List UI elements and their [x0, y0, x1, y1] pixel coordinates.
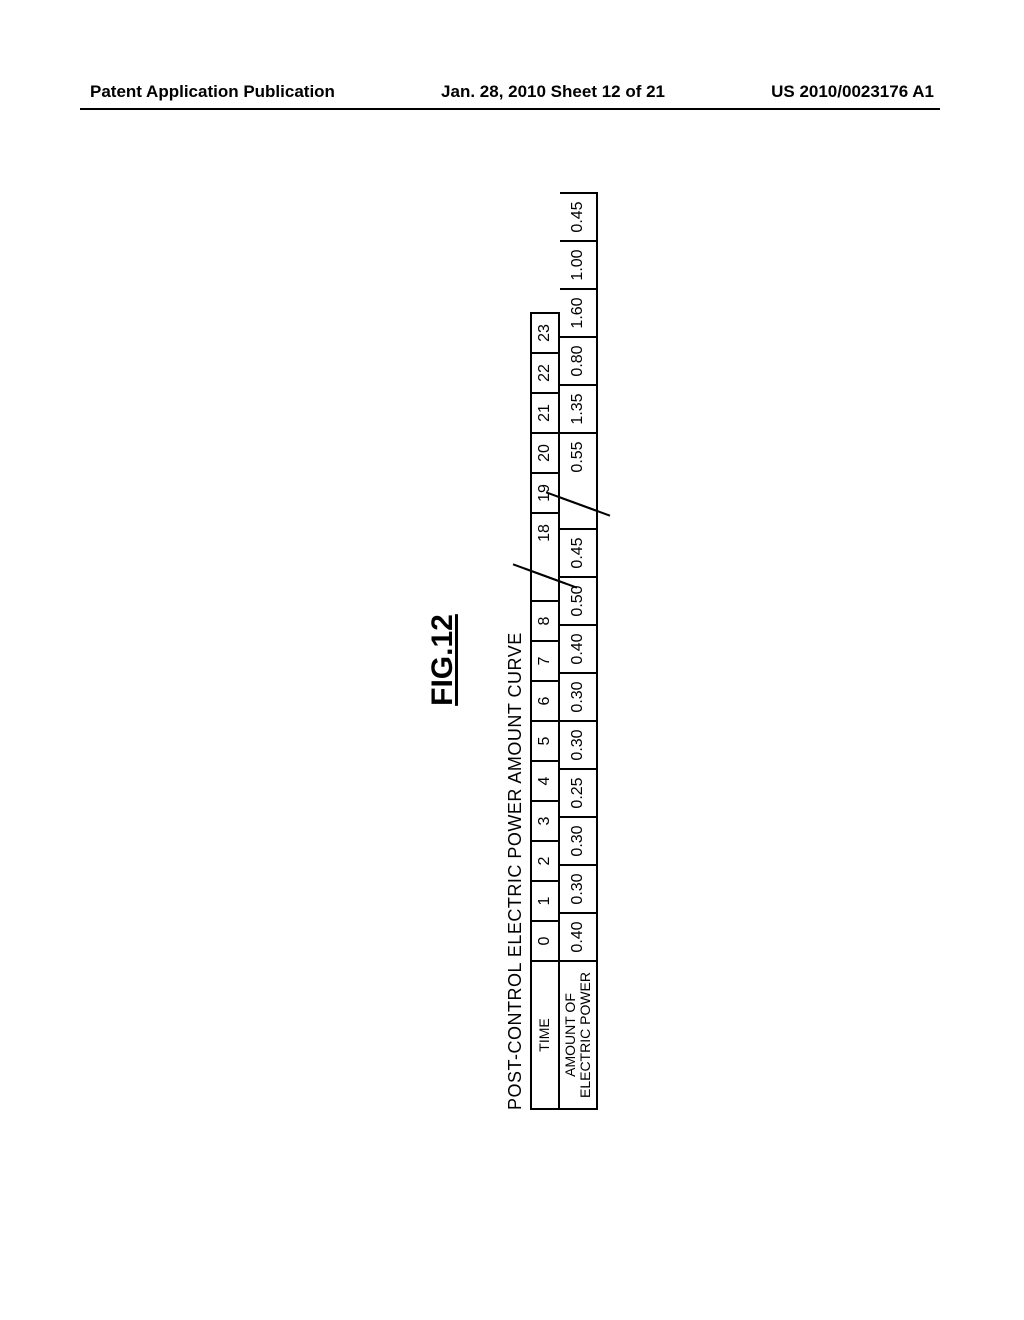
- time-cell: 22: [530, 352, 560, 392]
- time-cell: 20: [530, 432, 560, 472]
- page-header: Patent Application Publication Jan. 28, …: [0, 82, 1024, 102]
- time-cell: 23: [530, 312, 560, 352]
- power-cell: 0.45: [560, 192, 598, 240]
- power-row: AMOUNT OF ELECTRIC POWER 0.40 0.30 0.30 …: [560, 192, 598, 1110]
- power-cell: 0.45: [560, 528, 598, 576]
- figure-content: FIG.12 POST-CONTROL ELECTRIC POWER AMOUN…: [426, 210, 598, 1110]
- header-rule: [80, 108, 940, 110]
- time-cell: 21: [530, 392, 560, 432]
- gap-cell: [560, 480, 598, 528]
- power-cell: 1.35: [560, 384, 598, 432]
- power-cell: 0.30: [560, 720, 598, 768]
- table-title: POST-CONTROL ELECTRIC POWER AMOUNT CURVE: [505, 192, 526, 1110]
- power-table: POST-CONTROL ELECTRIC POWER AMOUNT CURVE…: [505, 192, 598, 1110]
- header-right: US 2010/0023176 A1: [771, 82, 934, 102]
- header-left: Patent Application Publication: [90, 82, 335, 102]
- power-label-line2: ELECTRIC POWER: [578, 972, 593, 1098]
- power-label-line1: AMOUNT OF: [563, 993, 578, 1077]
- time-cell: 0: [530, 920, 560, 960]
- table-body: TIME 0 1 2 3 4 5 6 7 8 18 19 20 21 22: [530, 192, 598, 1110]
- time-cell: 3: [530, 800, 560, 840]
- header-center: Jan. 28, 2010 Sheet 12 of 21: [441, 82, 665, 102]
- power-cell: 1.60: [560, 288, 598, 336]
- power-row-label: AMOUNT OF ELECTRIC POWER: [560, 960, 598, 1110]
- power-cell: 0.30: [560, 864, 598, 912]
- power-cell: 0.40: [560, 624, 598, 672]
- figure-label: FIG.12: [426, 210, 460, 1110]
- power-cell: 0.30: [560, 672, 598, 720]
- time-cell: 8: [530, 600, 560, 640]
- time-row: TIME 0 1 2 3 4 5 6 7 8 18 19 20 21 22: [530, 192, 560, 1110]
- power-cell: 0.25: [560, 768, 598, 816]
- time-row-label: TIME: [530, 960, 560, 1110]
- power-cell: 0.30: [560, 816, 598, 864]
- time-cell: 18: [530, 512, 560, 552]
- time-cell: 5: [530, 720, 560, 760]
- gap-cell: [530, 552, 560, 600]
- time-cell: 6: [530, 680, 560, 720]
- power-cell: 0.55: [560, 432, 598, 480]
- time-label-text: TIME: [537, 1018, 552, 1051]
- time-cell: 4: [530, 760, 560, 800]
- power-cell: 0.80: [560, 336, 598, 384]
- power-cell: 0.40: [560, 912, 598, 960]
- time-cell: 1: [530, 880, 560, 920]
- power-cell: 1.00: [560, 240, 598, 288]
- time-cell: 2: [530, 840, 560, 880]
- time-cell: 7: [530, 640, 560, 680]
